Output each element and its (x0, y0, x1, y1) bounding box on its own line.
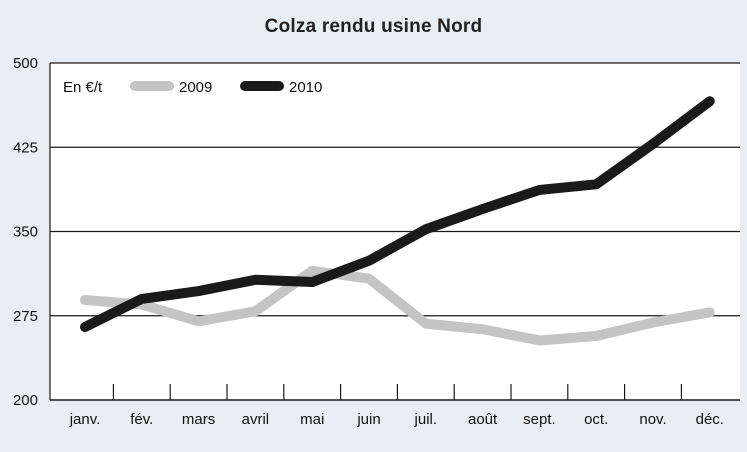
x-tick-label: sept. (523, 411, 556, 428)
x-tick-label: mars (182, 411, 215, 428)
y-tick-label: 200 (13, 392, 38, 409)
x-tick-label: juil. (414, 411, 438, 428)
y-axis-ticks: 200 275 350 425 500 (13, 55, 38, 409)
series-lines (80, 96, 715, 346)
x-axis-ticks: janv. fév. mars avril mai juin juil. août sept. o… (69, 384, 724, 428)
legend-label: 2010 (289, 79, 322, 96)
x-tick-label: avril (242, 411, 270, 428)
x-tick-label: juin (356, 411, 380, 428)
x-tick-label: oct. (584, 411, 608, 428)
unit-label: En €/t (63, 79, 103, 96)
x-tick-label: nov. (639, 411, 666, 428)
x-tick-label: août (468, 411, 498, 428)
legend: En €/t 2009 2010 (63, 79, 322, 96)
series-line-2009 (80, 265, 715, 346)
x-tick-label: déc. (696, 411, 724, 428)
y-tick-label: 275 (13, 308, 38, 325)
y-tick-label: 500 (13, 55, 38, 72)
series-line-2010 (80, 96, 715, 332)
y-tick-label: 350 (13, 224, 38, 241)
chart-title: Colza rendu usine Nord (264, 16, 483, 37)
x-tick-label: fév. (130, 411, 153, 428)
x-tick-label: janv. (69, 411, 101, 428)
x-tick-label: mai (300, 411, 324, 428)
legend-label: 2009 (179, 79, 212, 96)
y-tick-label: 425 (13, 139, 38, 156)
